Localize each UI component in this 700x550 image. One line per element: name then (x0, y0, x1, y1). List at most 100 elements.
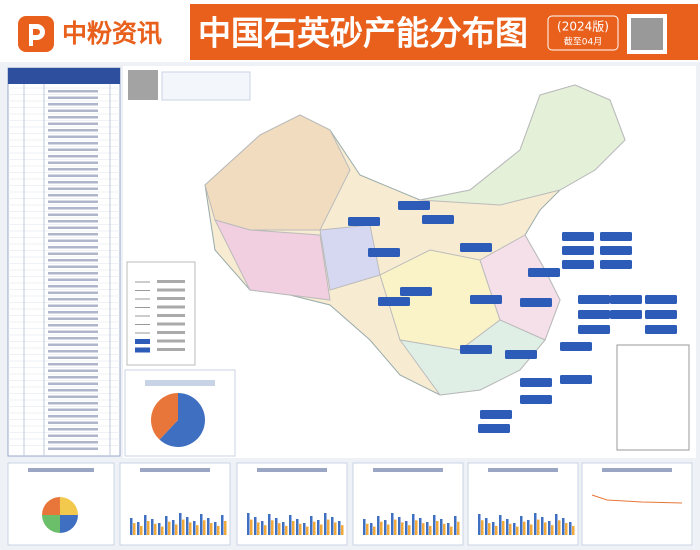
legend-text (157, 305, 185, 309)
qr-pattern (631, 18, 663, 50)
region-tibet (214, 219, 331, 301)
mini-bar (165, 516, 168, 535)
mini-bar (509, 523, 512, 535)
mini-bar (373, 526, 376, 535)
table-cell-text (48, 103, 98, 106)
mini-bar (140, 525, 143, 535)
company-label (645, 310, 677, 319)
mini-bar (151, 519, 154, 535)
mini-chart-title (257, 468, 327, 472)
company-label (470, 295, 502, 304)
mini-bar (401, 522, 404, 535)
table-cell-text (48, 181, 98, 184)
table-cell-text (48, 200, 98, 203)
mini-bar (499, 515, 502, 535)
table-cell-text (48, 350, 98, 353)
date: 截至04月 (564, 36, 602, 48)
legend-text (157, 280, 185, 283)
mini-bar (523, 521, 526, 535)
table-cell-text (48, 382, 98, 385)
company-label (422, 215, 454, 224)
promo-qr (128, 70, 158, 100)
table-cell-text (48, 304, 98, 307)
mini-bar (380, 521, 383, 535)
table-cell-text (48, 285, 98, 288)
mini-bar (247, 513, 250, 535)
table-cell-text (48, 252, 98, 255)
mini-bar (495, 525, 498, 535)
table-cell-text (48, 363, 98, 366)
mini-bar (196, 525, 199, 535)
mini-bar (268, 514, 271, 535)
mini-bar (144, 515, 147, 535)
company-label (478, 424, 510, 433)
mini-bar (384, 520, 387, 535)
mini-bar (313, 521, 316, 535)
table-cell-text (48, 246, 98, 249)
table-cell-text (48, 369, 98, 372)
mini-bar (502, 521, 505, 535)
legend-text (157, 348, 185, 351)
title-band (190, 4, 698, 60)
mini-bar (133, 523, 136, 535)
table-cell-text (48, 376, 98, 379)
company-label (560, 342, 592, 351)
mini-bar (426, 522, 429, 535)
company-label (600, 232, 632, 241)
mini-bar (419, 518, 422, 535)
mini-pie (42, 497, 60, 516)
mini-bar (224, 521, 227, 535)
mini-bar (492, 522, 495, 535)
company-label (368, 248, 400, 257)
table-cell-text (48, 239, 98, 242)
mini-bar (214, 522, 217, 535)
mini-bar (264, 525, 267, 535)
table-cell-text (48, 90, 98, 93)
company-label (520, 395, 552, 404)
mini-bar (292, 521, 295, 535)
company-label (460, 345, 492, 354)
mini-bar (285, 525, 288, 535)
mini-bar (569, 522, 572, 535)
edition: (2024版) (557, 20, 609, 34)
company-label (560, 375, 592, 384)
company-label (400, 287, 432, 296)
table-cell-text (48, 213, 98, 216)
table-header (8, 68, 120, 84)
mini-bar (513, 523, 516, 535)
mini-bar (207, 518, 210, 535)
mini-bar (478, 514, 481, 535)
mini-bar (551, 525, 554, 535)
mini-bar (320, 524, 323, 535)
company-label (600, 260, 632, 269)
company-label (645, 295, 677, 304)
company-label (520, 298, 552, 307)
region-north (419, 84, 626, 206)
table-cell-text (48, 389, 98, 392)
company-label (480, 410, 512, 419)
legend-text (157, 339, 185, 343)
table-cell-text (48, 233, 98, 236)
mini-bar (306, 526, 309, 535)
legend-text (157, 314, 185, 317)
mini-bar (271, 520, 274, 535)
company-label (578, 295, 610, 304)
mini-bar (179, 513, 182, 535)
logo-mark (29, 24, 45, 46)
company-label (520, 378, 552, 387)
table-cell-text (48, 207, 98, 210)
mini-bar (405, 521, 408, 535)
company-label (600, 246, 632, 255)
table-cell-text (48, 187, 98, 190)
promo-text (161, 71, 251, 101)
company-label (610, 295, 642, 304)
table-cell-text (48, 278, 98, 281)
mini-bar (422, 523, 425, 535)
mini-bar (433, 515, 436, 535)
table-cell-text (48, 324, 98, 327)
mini-bar (516, 526, 519, 535)
mini-chart-title (602, 468, 672, 472)
mini-chart-title (28, 468, 94, 472)
mini-bar (158, 523, 161, 535)
